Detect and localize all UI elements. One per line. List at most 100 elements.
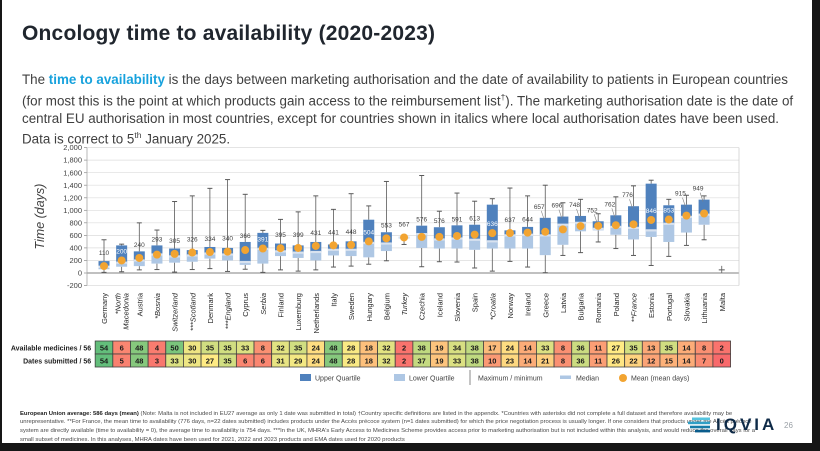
- svg-text:853: 853: [663, 208, 674, 215]
- x-axis-label: Luxemburg: [294, 293, 303, 331]
- svg-text:2,000: 2,000: [63, 143, 82, 152]
- box-column-31: 846 Estonia 13 12: [641, 179, 661, 368]
- svg-text:1,600: 1,600: [63, 168, 82, 177]
- svg-text:399: 399: [293, 232, 304, 239]
- svg-text:19: 19: [435, 357, 443, 366]
- svg-text:28: 28: [347, 344, 355, 353]
- x-axis-label: Denmark: [206, 293, 215, 324]
- svg-text:949: 949: [693, 186, 704, 193]
- svg-text:27: 27: [206, 357, 214, 366]
- svg-text:110: 110: [99, 250, 110, 257]
- svg-text:200: 200: [116, 248, 127, 255]
- svg-text:Maximum / minimum: Maximum / minimum: [478, 376, 543, 383]
- dagger-superscript: †: [500, 91, 506, 102]
- svg-text:30: 30: [188, 344, 196, 353]
- svg-text:0: 0: [720, 357, 724, 366]
- svg-text:35: 35: [665, 344, 673, 353]
- box-column-28: 752 Romania 11 11: [587, 207, 608, 368]
- svg-text:567: 567: [399, 221, 410, 228]
- iqvia-logo-text: IQVIA: [716, 415, 778, 434]
- intro-prefix: The: [22, 72, 49, 88]
- svg-text:334: 334: [204, 236, 215, 243]
- svg-text:Mean (mean days): Mean (mean days): [631, 376, 689, 383]
- svg-text:38: 38: [470, 344, 478, 353]
- box-column-9: 391 Serbia 8 6: [253, 229, 273, 368]
- svg-text:657: 657: [534, 204, 545, 211]
- box-column-3: 293 *Bosnia 4 3: [147, 229, 167, 368]
- svg-text:11: 11: [594, 344, 602, 353]
- x-axis-label: Spain: [471, 293, 480, 312]
- box-column-33: 915 Slovakia 14 14: [675, 191, 696, 368]
- svg-text:553: 553: [381, 222, 392, 229]
- x-axis-label: *Croatia: [488, 293, 497, 320]
- svg-text:10: 10: [488, 357, 496, 366]
- box-column-2: 240 Austria 48 48: [130, 222, 149, 368]
- slide: Oncology time to availability (2020-2023…: [2, 0, 812, 443]
- box-column-20: 591 Slovenia 34 33: [447, 192, 467, 368]
- box-column-24: 644 Ireland 14 14: [518, 195, 537, 368]
- svg-text:7: 7: [702, 357, 706, 366]
- iqvia-logo-icon: [688, 417, 710, 433]
- svg-text:305: 305: [169, 238, 180, 245]
- svg-text:26: 26: [612, 357, 620, 366]
- svg-text:800: 800: [69, 218, 82, 227]
- svg-text:637: 637: [505, 217, 516, 224]
- svg-text:762: 762: [604, 201, 615, 208]
- svg-text:29: 29: [294, 357, 302, 366]
- x-axis-label: Turkey: [400, 292, 409, 316]
- box-column-26: 696 Latvia 8 8: [551, 202, 573, 368]
- svg-text:1,800: 1,800: [63, 156, 82, 165]
- intro-rest3: January 2025.: [141, 131, 231, 147]
- svg-text:748: 748: [569, 202, 580, 209]
- svg-text:391: 391: [257, 236, 268, 243]
- svg-text:8: 8: [561, 357, 565, 366]
- svg-text:48: 48: [135, 344, 143, 353]
- x-axis-label: *Bosnia: [153, 293, 162, 319]
- box-column-10: 395 Finland 32 31: [271, 218, 290, 368]
- svg-text:6: 6: [120, 344, 124, 353]
- svg-text:34: 34: [453, 344, 462, 353]
- x-axis-label: Belgium: [382, 293, 391, 320]
- svg-text:395: 395: [275, 232, 286, 239]
- svg-text:33: 33: [241, 344, 249, 353]
- x-axis-label: Hungary: [365, 293, 374, 322]
- box-column-4: 305 Switzerland 50 33: [165, 201, 184, 368]
- svg-text:24: 24: [506, 344, 515, 353]
- svg-text:Lower Quartile: Lower Quartile: [409, 376, 455, 383]
- svg-text:576: 576: [416, 217, 427, 224]
- svg-text:32: 32: [276, 344, 284, 353]
- footnote-bold: European Union average: 586 days (mean): [20, 410, 139, 417]
- svg-text:36: 36: [576, 357, 584, 366]
- svg-text:504: 504: [363, 229, 374, 236]
- x-axis-label: Latvia: [559, 292, 568, 313]
- svg-text:2: 2: [402, 357, 406, 366]
- x-axis-label: **France: [630, 293, 639, 322]
- svg-text:600: 600: [69, 231, 82, 240]
- svg-text:696: 696: [551, 203, 562, 210]
- svg-text:22: 22: [629, 357, 637, 366]
- x-axis-label: Greece: [541, 293, 550, 318]
- svg-text:33: 33: [541, 344, 549, 353]
- svg-text:14: 14: [523, 344, 532, 353]
- box-column-27: 748 Bulgaria 36 36: [569, 198, 590, 368]
- svg-text:33: 33: [170, 357, 178, 366]
- time-to-availability-highlight: time to availability: [48, 72, 165, 88]
- box-column-5: 326 ***Scotland 30 30: [183, 195, 202, 368]
- svg-text:48: 48: [135, 357, 143, 366]
- x-axis-label: Portugal: [665, 293, 674, 321]
- svg-text:11: 11: [594, 357, 602, 366]
- svg-text:613: 613: [469, 216, 480, 223]
- x-axis-label: Switzerland: [171, 292, 180, 332]
- svg-text:19: 19: [435, 344, 443, 353]
- svg-text:1,200: 1,200: [63, 193, 82, 202]
- svg-text:21: 21: [541, 357, 549, 366]
- svg-text:14: 14: [682, 357, 691, 366]
- x-axis-label: Romania: [594, 292, 603, 323]
- table-row-label: Dates submitted / 56: [23, 359, 91, 366]
- footnote-rest: (Note: Malta is not included in EU27 ave…: [20, 410, 756, 443]
- box-column-15: 504 Hungary 18 18: [359, 205, 378, 368]
- svg-text:24: 24: [312, 344, 321, 353]
- x-axis-label: Cyprus: [241, 293, 250, 317]
- svg-text:776: 776: [622, 192, 633, 199]
- svg-text:200: 200: [69, 256, 82, 265]
